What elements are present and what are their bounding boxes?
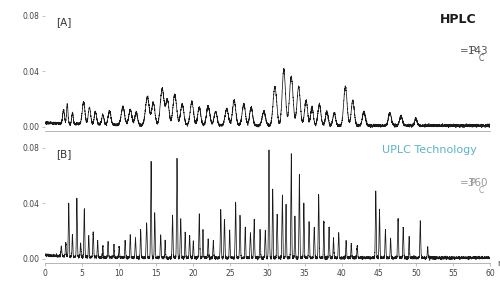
Text: =143: =143	[460, 46, 488, 56]
Text: P: P	[470, 46, 476, 56]
Text: min: min	[498, 259, 500, 268]
Text: [B]: [B]	[56, 150, 72, 159]
Text: [A]: [A]	[56, 18, 72, 28]
Text: C: C	[478, 54, 484, 63]
Text: UPLC Technology: UPLC Technology	[382, 145, 476, 155]
Text: =360: =360	[460, 178, 488, 187]
Text: C: C	[478, 186, 484, 195]
Text: P: P	[470, 178, 476, 187]
Text: HPLC: HPLC	[440, 13, 476, 26]
